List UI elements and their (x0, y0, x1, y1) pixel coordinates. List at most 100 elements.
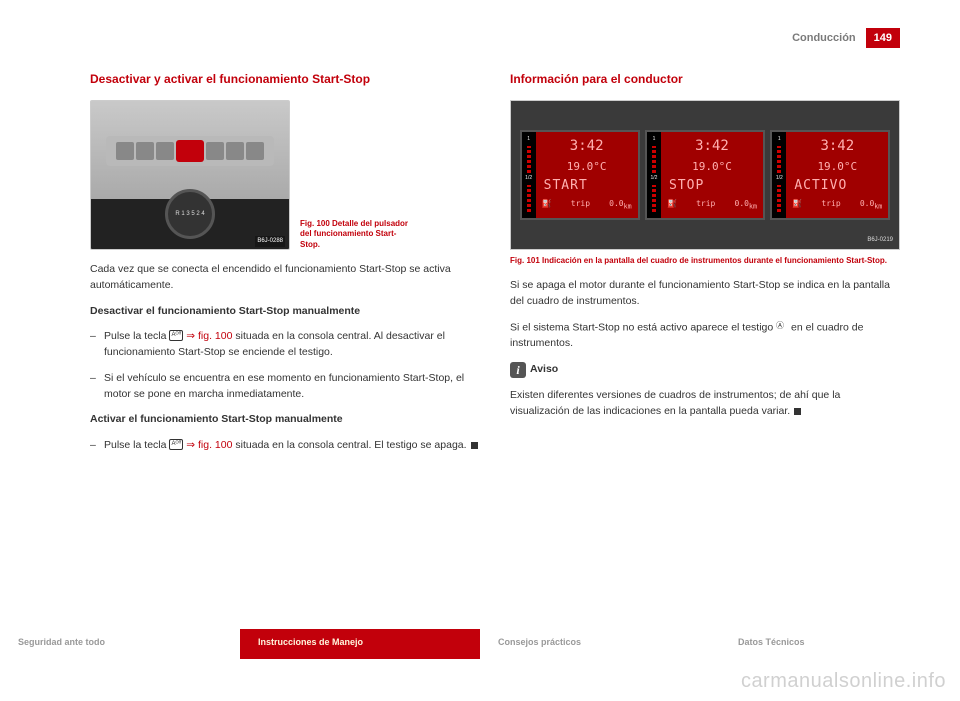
cluster-time: 3:42 (540, 139, 634, 154)
cluster-display: 3:42 19.0°C START ⛽ trip 0.0km (536, 132, 638, 218)
panel-button (136, 142, 154, 160)
panel-button (226, 142, 244, 160)
start-stop-button-icon: Aᴼᶠᶠ (169, 330, 183, 341)
gauge-top: 1 (653, 136, 656, 144)
trip-value: 0.0km (735, 200, 757, 211)
trip-value: 0.0km (860, 200, 882, 211)
right-section-title: Información para el conductor (510, 70, 900, 88)
panel-button (156, 142, 174, 160)
text-pre: Pulse la tecla (104, 330, 169, 342)
left-column: Desactivar y activar el funcionamiento S… (90, 70, 480, 621)
fig101-caption: Fig. 101 Indicación en la pantalla del c… (510, 256, 900, 266)
list-item: – Si el vehículo se encuentra en ese mom… (90, 371, 480, 403)
p2-pre: Si el sistema Start-Stop no está activo … (510, 321, 776, 333)
cluster-temp: 19.0°C (665, 161, 759, 173)
start-stop-button-icon: Aᴼᶠᶠ (169, 439, 183, 450)
gauge-bar (652, 185, 656, 213)
cluster-screen: 1 1/2 3:42 19.0°C START ⛽ trip 0.0km (520, 130, 640, 220)
activate-title: Activar el funcionamiento Start-Stop man… (90, 412, 480, 428)
gauge-bar (777, 146, 781, 174)
trip-label: trip (821, 200, 840, 211)
watermark: carmanualsonline.info (741, 670, 946, 693)
cluster-msg: START (540, 179, 634, 193)
fuel-pump-icon: ⛽ (667, 200, 677, 211)
list-item-text: Si el vehículo se encuentra en ese momen… (104, 371, 480, 403)
gauge-bar (527, 146, 531, 174)
cluster-display: 3:42 19.0°C STOP ⛽ trip 0.0km (661, 132, 763, 218)
trip-label: trip (696, 200, 715, 211)
fuel-gauge-icon: 1 1/2 (647, 132, 661, 218)
cluster-trip-row: ⛽ trip 0.0km (665, 200, 759, 211)
fig-link[interactable]: ⇒ fig. 100 (186, 330, 232, 342)
fig100-code: B6J-0288 (255, 236, 285, 247)
right-column: Información para el conductor 1 1/2 3:42… (510, 70, 900, 621)
gauge-mid: 1/2 (776, 175, 783, 183)
left-intro: Cada vez que se conecta el encendido el … (90, 262, 480, 294)
footer-tab-2[interactable]: Consejos prácticos (480, 629, 720, 659)
header-title: Conducción (792, 32, 856, 44)
trip-label: trip (571, 200, 590, 211)
footer-tab-3[interactable]: Datos Técnicos (720, 629, 960, 659)
aviso-heading: iAviso (510, 362, 900, 379)
info-icon: i (510, 362, 526, 378)
start-stop-indicator-icon: Ⓐ (776, 320, 788, 335)
cluster-screen: 1 1/2 3:42 19.0°C ACTIVO ⛽ trip 0.0km (770, 130, 890, 220)
cluster-display: 3:42 19.0°C ACTIVO ⛽ trip 0.0km (786, 132, 888, 218)
content-area: Desactivar y activar el funcionamiento S… (90, 70, 900, 621)
cluster-trip-row: ⛽ trip 0.0km (540, 200, 634, 211)
gauge-mid: 1/2 (525, 175, 532, 183)
aviso-title: Aviso (530, 362, 558, 378)
fuel-pump-icon: ⛽ (792, 200, 802, 211)
left-section-title: Desactivar y activar el funcionamiento S… (90, 70, 480, 88)
page: Conducción 149 Desactivar y activar el f… (0, 0, 960, 701)
footer-tab-1[interactable]: Instrucciones de Manejo (240, 629, 480, 659)
gauge-top: 1 (527, 136, 530, 144)
gauge-mid: 1/2 (651, 175, 658, 183)
fig-link[interactable]: ⇒ fig. 100 (186, 439, 232, 451)
fig100-image: R 1 3 5 2 4 B6J-0288 (90, 100, 290, 250)
list-item-text: Pulse la tecla Aᴼᶠᶠ ⇒ fig. 100 situada e… (104, 438, 480, 454)
cluster-msg: ACTIVO (790, 179, 884, 193)
footer-tabs: Seguridad ante todo Instrucciones de Man… (0, 629, 960, 659)
fig100-wrap: R 1 3 5 2 4 B6J-0288 Fig. 100 Detalle de… (90, 100, 480, 250)
dash-icon: – (90, 329, 104, 361)
dash-icon: – (90, 371, 104, 403)
right-p2: Si el sistema Start-Stop no está activo … (510, 320, 900, 352)
text-post: situada en la consola central. El testig… (232, 439, 466, 451)
footer-tab-0[interactable]: Seguridad ante todo (0, 629, 240, 659)
start-stop-off-button (176, 140, 204, 162)
dash-icon: – (90, 438, 104, 454)
gauge-bar (652, 146, 656, 174)
panel-button (116, 142, 134, 160)
center-console-panel (106, 136, 274, 166)
gauge-bar (527, 185, 531, 213)
fig101-code: B6J-0219 (867, 236, 893, 245)
page-header: Conducción 149 (792, 28, 900, 48)
cluster-trip-row: ⛽ trip 0.0km (790, 200, 884, 211)
fig101-image: 1 1/2 3:42 19.0°C START ⛽ trip 0.0km (510, 100, 900, 250)
cluster-temp: 19.0°C (790, 161, 884, 173)
fuel-pump-icon: ⛽ (542, 200, 552, 211)
cluster-time: 3:42 (790, 139, 884, 154)
gear-knob: R 1 3 5 2 4 (165, 189, 215, 239)
cluster-msg: STOP (665, 179, 759, 193)
trip-value: 0.0km (609, 200, 631, 211)
svg-text:Ⓐ: Ⓐ (776, 321, 784, 330)
list-item: – Pulse la tecla Aᴼᶠᶠ ⇒ fig. 100 situada… (90, 329, 480, 361)
end-marker-icon (471, 442, 478, 449)
right-p1: Si se apaga el motor durante el funciona… (510, 278, 900, 310)
cluster-screen: 1 1/2 3:42 19.0°C STOP ⛽ trip 0.0km (645, 130, 765, 220)
panel-button (206, 142, 224, 160)
cluster-temp: 19.0°C (540, 161, 634, 173)
fuel-gauge-icon: 1 1/2 (772, 132, 786, 218)
fuel-gauge-icon: 1 1/2 (522, 132, 536, 218)
deactivate-title: Desactivar el funcionamiento Start-Stop … (90, 304, 480, 320)
fig100-caption: Fig. 100 Detalle del pulsador del funcio… (300, 219, 410, 250)
gauge-bar (777, 185, 781, 213)
panel-button (246, 142, 264, 160)
cluster-time: 3:42 (665, 139, 759, 154)
list-item: – Pulse la tecla Aᴼᶠᶠ ⇒ fig. 100 situada… (90, 438, 480, 454)
end-marker-icon (794, 408, 801, 415)
page-number: 149 (866, 28, 900, 48)
aviso-body: Existen diferentes versiones de cuadros … (510, 388, 900, 420)
